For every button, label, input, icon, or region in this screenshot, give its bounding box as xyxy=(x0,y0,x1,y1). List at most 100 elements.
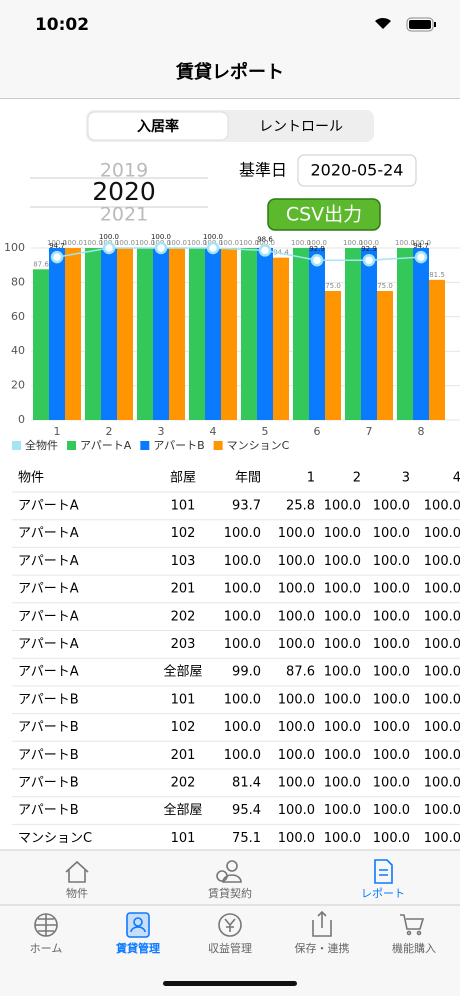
y-tick-label: 20 xyxy=(11,379,25,392)
segment-label[interactable]: 入居率 xyxy=(137,118,179,135)
bar-value-label: 100.0 xyxy=(115,239,135,247)
table-cell: 100.0 xyxy=(324,692,361,707)
table-header: 部屋 xyxy=(170,471,196,486)
clock: 10:02 xyxy=(35,15,89,35)
bar-value-label: 100.0 xyxy=(135,239,155,247)
table-cell: 102 xyxy=(171,526,196,541)
table-cell: 100.0 xyxy=(424,526,460,541)
segment-label[interactable]: レントロール xyxy=(259,119,343,135)
table-cell: 100.0 xyxy=(324,776,361,791)
line-value-label: 100.0 xyxy=(99,233,119,241)
table-cell: マンションC xyxy=(18,831,92,846)
bar xyxy=(169,248,185,420)
table-cell: 100.0 xyxy=(373,499,410,514)
table-cell: 全部屋 xyxy=(163,664,202,680)
line-value-label: 92.9 xyxy=(361,245,377,253)
table-header: 物件 xyxy=(18,471,44,486)
table-cell: 100.0 xyxy=(424,554,460,569)
line-value-label: 100.0 xyxy=(203,233,223,241)
picker-item[interactable]: 2019 xyxy=(100,160,148,182)
sub-tab-label[interactable]: 賃貸契約 xyxy=(208,886,252,900)
sub-tab-label[interactable]: 物件 xyxy=(66,886,88,900)
table-cell: 201 xyxy=(171,582,196,597)
legend-swatch xyxy=(67,441,76,450)
table-cell: 102 xyxy=(171,720,196,735)
picker-item[interactable]: 2020 xyxy=(92,177,156,206)
tab-label[interactable]: 賃貸管理 xyxy=(115,941,160,955)
tab-icons xyxy=(34,859,425,938)
table-cell: 101 xyxy=(171,692,196,707)
header-bg xyxy=(0,0,460,98)
table-cell: アパートB xyxy=(18,748,79,763)
table-cell: 100.0 xyxy=(324,637,361,652)
x-tick-label: 6 xyxy=(314,425,321,438)
bar xyxy=(325,291,341,420)
table-cell: 93.7 xyxy=(232,499,261,514)
table-cell: 202 xyxy=(171,776,196,791)
bar-value-label: 75.0 xyxy=(325,282,341,290)
line-value-label: 100.0 xyxy=(151,233,171,241)
table-cell: アパートB xyxy=(18,720,79,735)
table-header: 年間 xyxy=(235,471,261,486)
table-cell: 100.0 xyxy=(424,609,460,624)
table-cell: 100.0 xyxy=(424,831,460,846)
picker-item[interactable]: 2021 xyxy=(100,204,148,226)
date-field[interactable] xyxy=(297,154,417,187)
table-cell: 100.0 xyxy=(424,720,460,735)
table-cell: 100.0 xyxy=(278,776,315,791)
table-cell: 100.0 xyxy=(373,720,410,735)
table-cell: アパートA xyxy=(18,665,79,680)
segment-selected[interactable] xyxy=(87,111,229,141)
tab-label[interactable]: 機能購入 xyxy=(392,941,436,955)
table-cell: 100.0 xyxy=(373,803,410,818)
table-cell: 100.0 xyxy=(373,582,410,597)
line-value-label: 94.7 xyxy=(413,242,429,250)
bar-value-label: 100.0 xyxy=(395,239,415,247)
line-marker xyxy=(206,241,220,255)
bar-value-label: 75.0 xyxy=(377,282,393,290)
table-cell: 100.0 xyxy=(373,831,410,846)
table-cell: 100.0 xyxy=(324,609,361,624)
tab-label[interactable]: 保存・連携 xyxy=(295,941,350,955)
status-icons xyxy=(375,17,436,32)
table-cell: アパートA xyxy=(18,609,79,624)
table-cell: 100.0 xyxy=(424,748,460,763)
bar-value-label: 100.0 xyxy=(307,239,327,247)
line-value-label: 94.7 xyxy=(49,242,65,250)
bar xyxy=(241,248,257,420)
line-marker xyxy=(154,241,168,255)
table-cell: 100.0 xyxy=(424,582,460,597)
sub-tab-label[interactable]: レポート xyxy=(361,887,405,900)
bar xyxy=(205,248,221,420)
bar-value-label: 100.0 xyxy=(411,239,431,247)
table-cell: 100.0 xyxy=(224,748,261,763)
x-tick-label: 1 xyxy=(54,425,61,438)
line-marker xyxy=(362,253,376,267)
table-cell: アパートA xyxy=(18,499,79,514)
table-cell: 100.0 xyxy=(278,692,315,707)
bar-value-label: 100.0 xyxy=(359,239,379,247)
legend-label: アパートB xyxy=(153,439,204,452)
legend-swatch xyxy=(140,441,150,450)
table-cell: 100.0 xyxy=(278,803,315,818)
tab-label[interactable]: 収益管理 xyxy=(208,941,252,955)
tab-label[interactable]: ホーム xyxy=(30,942,63,955)
table-header: 1 xyxy=(307,471,315,486)
line-marker xyxy=(258,244,272,257)
table-cell: アパートB xyxy=(18,776,79,791)
table-cell: アパートA xyxy=(18,526,79,541)
csv-button[interactable] xyxy=(267,198,381,231)
table-cell: 100.0 xyxy=(324,831,361,846)
x-tick-label: 8 xyxy=(418,425,425,438)
table-cell: 95.4 xyxy=(232,803,261,818)
bar xyxy=(309,248,325,420)
table-cell: アパートA xyxy=(18,637,79,652)
table-cell: 100.0 xyxy=(278,526,315,541)
bar xyxy=(293,248,309,420)
table-cell: 100.0 xyxy=(224,692,261,707)
table-cell: 87.6 xyxy=(286,665,315,680)
home-indicator xyxy=(163,981,297,986)
y-tick-label: 0 xyxy=(18,413,25,426)
legend-swatch xyxy=(12,441,21,450)
